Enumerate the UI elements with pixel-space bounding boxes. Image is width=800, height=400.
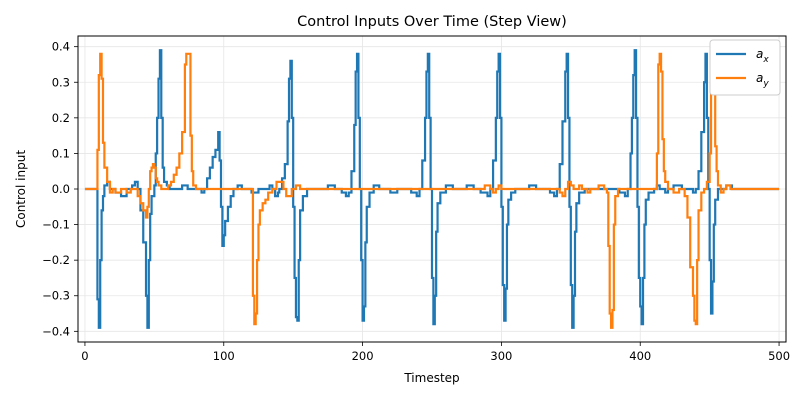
y-tick-label: 0.2	[52, 111, 70, 125]
series-line-ay	[84, 52, 780, 329]
y-tick-label: 0.1	[52, 146, 70, 160]
x-tick-label: 500	[768, 349, 790, 363]
x-axis-label: Timestep	[403, 371, 459, 385]
y-tick-label: −0.4	[42, 324, 70, 338]
y-tick-label: 0.4	[52, 40, 70, 54]
x-axis: 0 100 200 300 400 500	[81, 342, 790, 363]
x-tick-label: 0	[81, 349, 88, 363]
y-tick-label: −0.3	[42, 289, 70, 303]
y-axis: −0.4 −0.3 −0.2 −0.1 0.0 0.1 0.2 0.3 0.4	[42, 40, 78, 338]
series-line-ax	[84, 49, 780, 329]
x-tick-label: 400	[629, 349, 651, 363]
y-axis-label: Control input	[14, 150, 28, 228]
x-tick-label: 200	[352, 349, 374, 363]
x-tick-label: 300	[490, 349, 512, 363]
legend: ax ay	[709, 39, 781, 96]
y-tick-label: 0.0	[52, 182, 70, 196]
y-tick-label: −0.1	[42, 218, 70, 232]
legend-box	[709, 39, 781, 96]
chart-title: Control Inputs Over Time (Step View)	[297, 14, 567, 30]
x-tick-label: 100	[213, 349, 235, 363]
legend-label-ax: ax	[756, 47, 769, 65]
legend-label-ay: ay	[756, 71, 769, 89]
series-lines	[84, 49, 780, 329]
y-tick-label: −0.2	[42, 253, 70, 267]
y-tick-label: 0.3	[52, 75, 70, 89]
